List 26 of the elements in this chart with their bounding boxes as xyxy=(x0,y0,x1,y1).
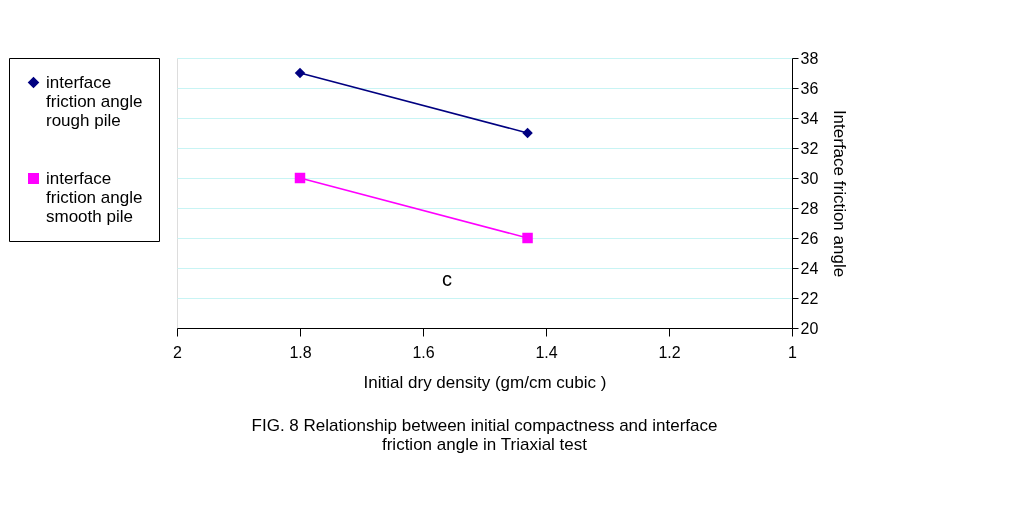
y-tick-label: 36 xyxy=(800,79,819,97)
y-tick-label: 20 xyxy=(800,319,819,337)
y-tick-label: 28 xyxy=(800,199,819,217)
y-tick-label: 32 xyxy=(800,139,819,157)
x-tick-label: 2 xyxy=(173,343,183,361)
text: FIG. 8 Relationship between initial compactness and interface friction angle in Triaxial test xyxy=(251,416,718,454)
x-tick-label: 1.2 xyxy=(658,343,681,361)
y-tick-label: 24 xyxy=(800,259,819,277)
y-axis-title: Interface friction angle xyxy=(830,109,850,278)
x-tick-label: 1 xyxy=(788,343,798,361)
annotation: c xyxy=(442,268,452,290)
x-tick-label: 1.6 xyxy=(412,343,435,361)
point xyxy=(522,232,533,244)
y-tick-label: 34 xyxy=(800,109,819,127)
x-tick-label: 1.4 xyxy=(535,343,558,361)
y-tick-label: 30 xyxy=(800,169,819,187)
legend-label: interface friction angle smooth pile xyxy=(46,168,143,226)
y-tick-label: 22 xyxy=(800,289,819,307)
y-tick-label: 38 xyxy=(800,49,819,67)
point xyxy=(294,172,306,184)
x-tick-label: 1.8 xyxy=(289,343,312,361)
y-tick-label: 26 xyxy=(800,229,819,247)
x-axis-title: Initial dry density (gm/cm cubic ) xyxy=(363,372,607,392)
point xyxy=(294,67,306,79)
legend-label: interface friction angle rough pile xyxy=(46,72,143,130)
point xyxy=(522,127,533,139)
